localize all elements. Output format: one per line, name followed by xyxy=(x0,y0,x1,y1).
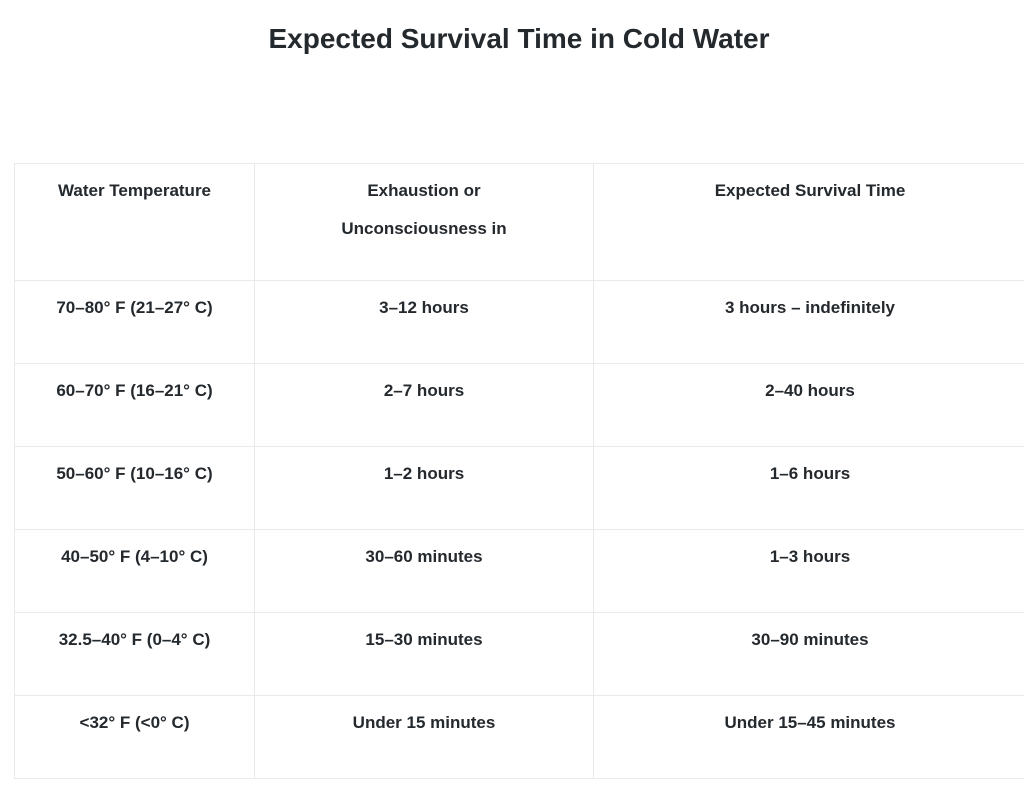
column-header-exhaustion-or-unconsciousness: Exhaustion or Unconsciousness in xyxy=(255,164,594,281)
header-row: Water Temperature Exhaustion or Unconsci… xyxy=(15,164,1024,281)
table-row: 60–70° F (16–21° C) 2–7 hours 2–40 hours xyxy=(15,364,1024,447)
cell-survival-time: 2–40 hours xyxy=(594,364,1024,447)
cell-water-temperature: 50–60° F (10–16° C) xyxy=(15,447,255,530)
table-row: 70–80° F (21–27° C) 3–12 hours 3 hours –… xyxy=(15,281,1024,364)
table-row: 50–60° F (10–16° C) 1–2 hours 1–6 hours xyxy=(15,447,1024,530)
cell-survival-time: 1–3 hours xyxy=(594,530,1024,613)
cell-survival-time: 3 hours – indefinitely xyxy=(594,281,1024,364)
cell-survival-time: 1–6 hours xyxy=(594,447,1024,530)
cell-water-temperature: 32.5–40° F (0–4° C) xyxy=(15,613,255,696)
cell-survival-time: 30–90 minutes xyxy=(594,613,1024,696)
table-row: 32.5–40° F (0–4° C) 15–30 minutes 30–90 … xyxy=(15,613,1024,696)
cell-water-temperature: 70–80° F (21–27° C) xyxy=(15,281,255,364)
page: Expected Survival Time in Cold Water Wat… xyxy=(0,22,1024,779)
cell-exhaustion-time: 3–12 hours xyxy=(255,281,594,364)
cell-water-temperature: 40–50° F (4–10° C) xyxy=(15,530,255,613)
table-row: 40–50° F (4–10° C) 30–60 minutes 1–3 hou… xyxy=(15,530,1024,613)
cell-exhaustion-time: 15–30 minutes xyxy=(255,613,594,696)
table-row: <32° F (<0° C) Under 15 minutes Under 15… xyxy=(15,696,1024,779)
survival-table: Water Temperature Exhaustion or Unconsci… xyxy=(14,163,1024,779)
column-header-water-temperature: Water Temperature xyxy=(15,164,255,281)
cell-survival-time: Under 15–45 minutes xyxy=(594,696,1024,779)
page-title: Expected Survival Time in Cold Water xyxy=(14,22,1024,56)
column-header-line: Water Temperature xyxy=(25,172,244,210)
cell-exhaustion-time: 30–60 minutes xyxy=(255,530,594,613)
cell-exhaustion-time: Under 15 minutes xyxy=(255,696,594,779)
column-header-line: Unconsciousness in xyxy=(265,210,583,248)
cell-exhaustion-time: 1–2 hours xyxy=(255,447,594,530)
column-header-line: Exhaustion or xyxy=(265,172,583,210)
column-header-expected-survival-time: Expected Survival Time xyxy=(594,164,1024,281)
cell-water-temperature: 60–70° F (16–21° C) xyxy=(15,364,255,447)
column-header-line: Expected Survival Time xyxy=(604,172,1016,210)
cell-water-temperature: <32° F (<0° C) xyxy=(15,696,255,779)
cell-exhaustion-time: 2–7 hours xyxy=(255,364,594,447)
